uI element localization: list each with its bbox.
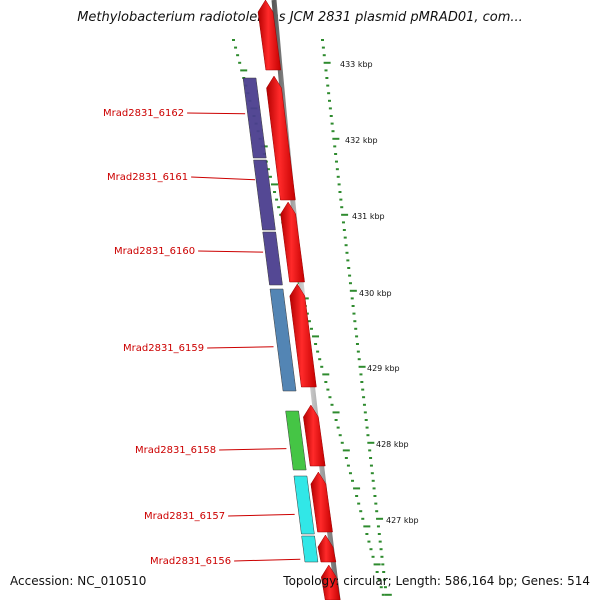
forward-gene-arrow	[321, 564, 341, 600]
gene-label-leader	[228, 513, 295, 517]
reverse-gene-bar	[285, 410, 307, 471]
tick-label: 429 kbp	[367, 364, 400, 373]
reverse-gene-bar	[269, 288, 297, 392]
gene-label: Mrad2831_6156	[150, 556, 231, 567]
forward-strand-genes	[257, 0, 341, 600]
gene-label: Mrad2831_6160	[114, 246, 195, 257]
tick-label: 431 kbp	[352, 212, 385, 221]
gene-label: Mrad2831_6158	[135, 445, 216, 456]
reverse-gene-bar	[253, 159, 276, 231]
reverse-strand-genes	[242, 77, 319, 563]
forward-gene-arrow	[303, 404, 326, 467]
gene-label-leader	[219, 448, 287, 451]
accession-text: Accession: NC_010510	[10, 574, 147, 588]
gene-label-leader	[187, 112, 246, 115]
gene-label-leader	[191, 176, 255, 181]
forward-gene-arrow	[310, 471, 333, 533]
forward-gene-arrow	[289, 283, 317, 388]
topology-text: Topology: circular; Length: 586,164 bp; …	[283, 574, 590, 588]
gene-label-leader	[207, 346, 274, 349]
reverse-gene-bar	[293, 475, 315, 535]
map-title: Methylobacterium radiotolerans JCM 2831 …	[77, 10, 523, 25]
tick-label: 428 kbp	[376, 440, 409, 449]
tick-label: 432 kbp	[345, 136, 378, 145]
tick-label: 427 kbp	[386, 516, 419, 525]
gene-label: Mrad2831_6162	[103, 108, 184, 119]
gene-label-leader	[234, 558, 301, 562]
tick-label: 430 kbp	[359, 289, 392, 298]
tick-labels: 433 kbp 432 kbp 431 kbp 430 kbp 429 kbp 428 k…	[340, 60, 419, 525]
forward-gene-arrow	[257, 0, 282, 71]
gene-label: Mrad2831_6159	[123, 343, 204, 354]
gene-label: Mrad2831_6161	[107, 172, 188, 183]
outer-tick-marks	[321, 39, 392, 596]
forward-gene-arrow	[317, 534, 337, 563]
gene-label-leader	[198, 250, 264, 253]
gene-label: Mrad2831_6157	[144, 511, 225, 522]
tick-label: 433 kbp	[340, 60, 373, 69]
gene-labels: Mrad2831_6162 Mrad2831_6161 Mrad2831_6160 M…	[103, 108, 301, 567]
forward-gene-arrow	[266, 75, 296, 201]
reverse-gene-bar	[262, 231, 283, 286]
forward-gene-arrow	[280, 201, 305, 283]
reverse-gene-bar	[301, 535, 319, 563]
reverse-gene-bar	[242, 77, 267, 159]
